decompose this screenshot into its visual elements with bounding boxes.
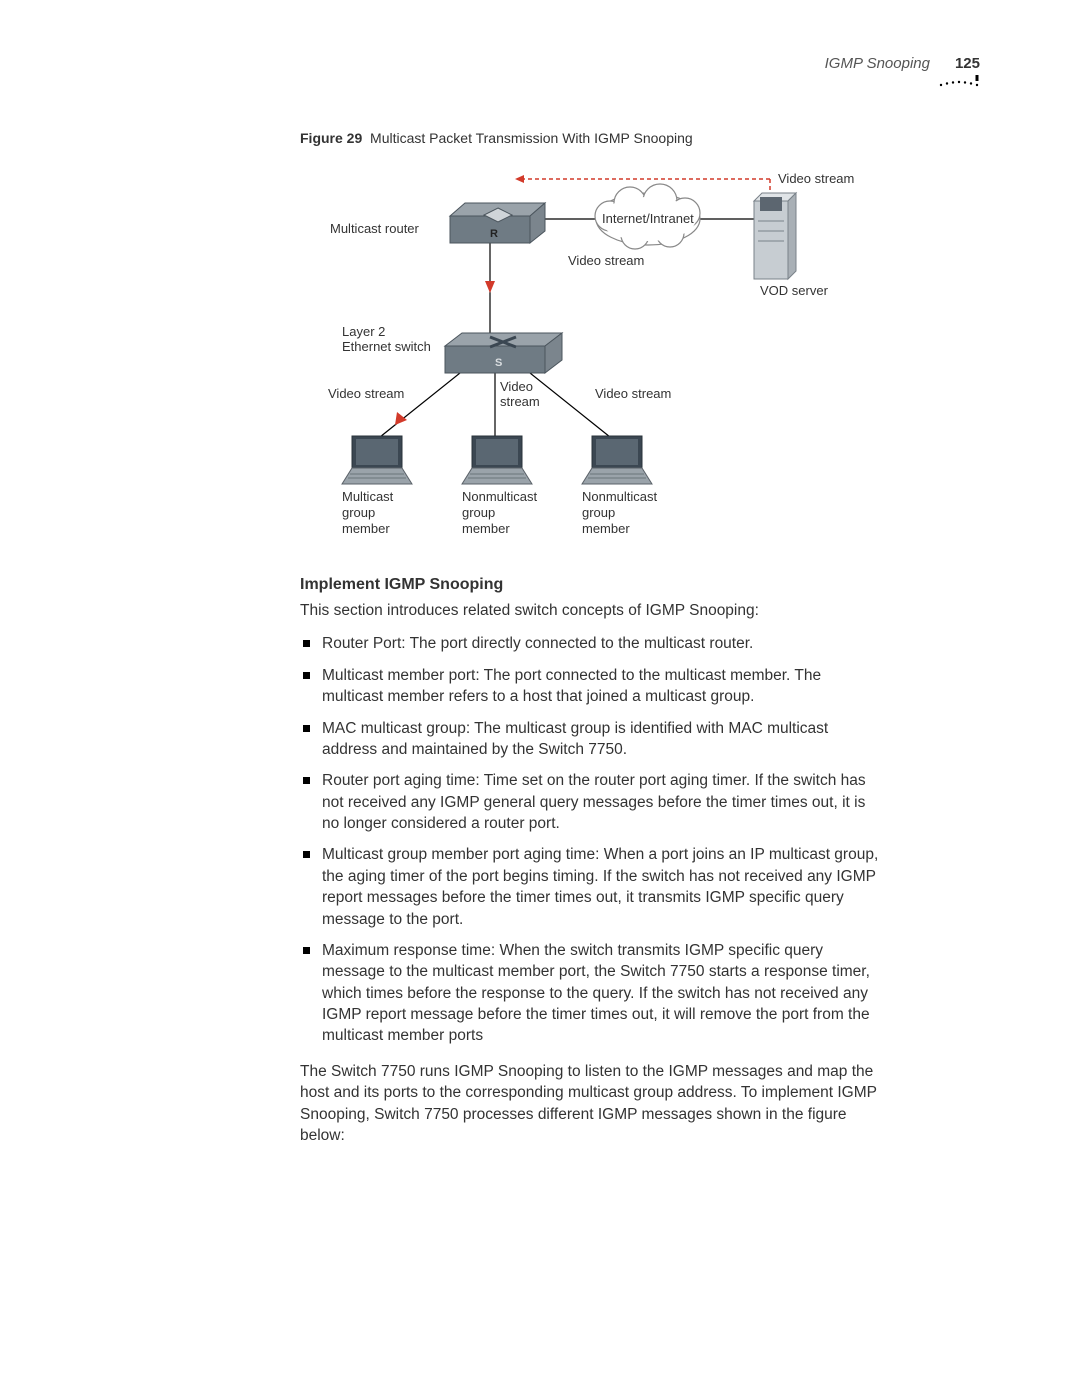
label-internet: Internet/Intranet: [602, 211, 694, 227]
laptop-1-icon: [342, 436, 412, 484]
list-item: Multicast member port: The port connecte…: [300, 665, 880, 708]
list-item: Multicast group member port aging time: …: [300, 844, 880, 930]
svg-text:R: R: [490, 228, 498, 240]
section-heading: Implement IGMP Snooping: [300, 576, 880, 594]
label-nonmulti1-l2: group: [462, 505, 495, 521]
label-layer2-l2: Ethernet switch: [342, 339, 431, 355]
label-nonmulti1-l1: Nonmulticast: [462, 489, 537, 505]
label-video-stream-right: Video stream: [595, 386, 671, 402]
figure-label-prefix: Figure 29: [300, 130, 362, 146]
concept-list: Router Port: The port directly connected…: [300, 633, 880, 1046]
section-intro: This section introduces related switch c…: [300, 600, 880, 621]
label-nonmulti2-l2: group: [582, 505, 615, 521]
svg-text:S: S: [495, 357, 502, 369]
server-icon: [754, 193, 796, 279]
label-multicast-member-l1: Multicast: [342, 489, 393, 505]
page-number: 125: [955, 55, 980, 72]
label-layer2-l1: Layer 2: [342, 324, 385, 340]
switch-icon: S: [445, 333, 562, 373]
closing-paragraph: The Switch 7750 runs IGMP Snooping to li…: [300, 1061, 880, 1147]
list-item: Router port aging time: Time set on the …: [300, 770, 880, 834]
label-multicast-router: Multicast router: [330, 221, 419, 237]
list-item: Maximum response time: When the switch t…: [300, 940, 880, 1047]
main-content: Figure 29 Multicast Packet Transmission …: [300, 130, 880, 1146]
label-nonmulti2-l3: member: [582, 521, 630, 537]
label-video-stream-center-l1: Video: [500, 379, 533, 395]
label-nonmulti1-l3: member: [462, 521, 510, 537]
list-item: MAC multicast group: The multicast group…: [300, 718, 880, 761]
figure-caption: Figure 29 Multicast Packet Transmission …: [300, 130, 880, 146]
label-vod-server: VOD server: [760, 283, 828, 299]
label-video-stream-left: Video stream: [328, 386, 404, 402]
label-multicast-member-l3: member: [342, 521, 390, 537]
list-item: Router Port: The port directly connected…: [300, 633, 880, 654]
header-section-title: IGMP Snooping: [825, 55, 930, 72]
network-diagram: R S: [300, 161, 860, 561]
label-video-stream-mid: Video stream: [568, 253, 644, 269]
page-header: IGMP Snooping 125: [825, 55, 980, 72]
laptop-2-icon: [462, 436, 532, 484]
label-video-stream-top: Video stream: [778, 171, 854, 187]
figure-caption-text: Multicast Packet Transmission With IGMP …: [370, 130, 693, 146]
label-multicast-member-l2: group: [342, 505, 375, 521]
label-nonmulti2-l1: Nonmulticast: [582, 489, 657, 505]
router-icon: R: [450, 203, 545, 243]
header-dot-decoration: [930, 75, 980, 87]
laptop-3-icon: [582, 436, 652, 484]
label-video-stream-center-l2: stream: [500, 394, 540, 410]
